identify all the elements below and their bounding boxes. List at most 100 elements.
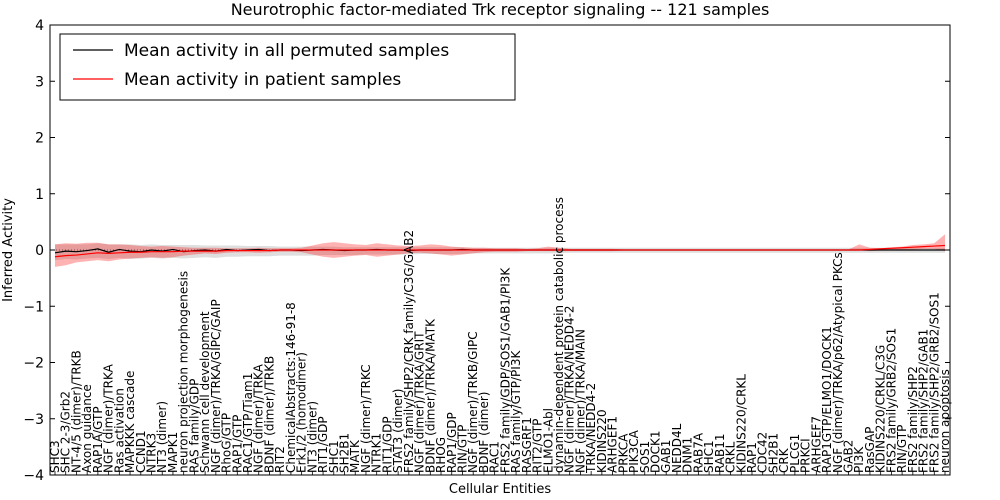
x-tick-label: NGF (dimer)/TRKC <box>359 364 373 473</box>
x-tick-label: CRKL <box>724 441 738 473</box>
y-axis-label: Inferred Activity <box>1 198 16 302</box>
x-tick-label: NTRK1 <box>370 433 384 473</box>
x-tick-label: KIDINS220/CRKL/C3G <box>874 345 888 473</box>
x-tick-label: PLCG1 <box>788 434 802 473</box>
x-tick-label: RAC1/GTP/Tiam1 <box>241 373 255 473</box>
x-tick-label: BDNF (dimer)/TRKB <box>262 356 276 473</box>
x-tick-label: SH2B1 <box>766 433 780 473</box>
x-tick-label: RHOG <box>434 437 448 473</box>
x-tick-label: NT3 (dimer) <box>155 401 169 473</box>
legend-box <box>59 33 516 101</box>
y-tick-label: −3 <box>23 412 44 428</box>
x-tick-label: SHC 2-3/Grb2 <box>59 391 73 473</box>
x-tick-label: NGF (dimer)/TRKA/p62/Atypical PKCs <box>831 252 845 473</box>
x-tick-label: RIT2 <box>273 446 287 473</box>
plot-area <box>49 24 951 476</box>
x-tick-label: dynamin-dependent protein catabolic proc… <box>552 197 566 473</box>
y-tick-label: −2 <box>23 356 44 372</box>
x-tick-label: NGF (dimer)/TRKA/GIPC/GAIP <box>209 299 223 473</box>
x-tick-label: NGF (dimer)/TRKA/MAIN <box>573 329 587 473</box>
x-tick-label: PI3K <box>852 446 866 473</box>
y-tick-label: −1 <box>23 299 44 315</box>
x-tick-label: RAP1A/GTP <box>91 406 105 473</box>
legend: Mean activity in all permuted samples Me… <box>59 33 516 101</box>
x-tick-label: NEDD4L <box>670 423 684 473</box>
x-tick-label: RAS family/GTP/PI3K <box>509 350 523 473</box>
x-tick-label: RAP1 <box>745 442 759 473</box>
x-tick-label: RAS family/GDP <box>187 379 201 473</box>
x-tick-label: RIT1/GDP <box>316 416 330 473</box>
x-tick-label: FRS2 family/SHP2/CRK family/C3G/GAB2 <box>402 230 416 473</box>
x-tick-label: STAT3 (dimer) <box>391 389 405 473</box>
x-tick-label: GAB1 <box>659 440 673 473</box>
x-tick-label: RasGAP <box>863 427 877 473</box>
x-tick-label: NTRK3 <box>145 433 159 473</box>
x-tick-label: BDNF (dimer) <box>477 392 491 474</box>
x-tick-label: FRS2 family/SHP2 <box>906 366 920 473</box>
series-line-patient <box>54 244 946 258</box>
x-tick-label: FRS2 family/GRB2/SOS1 <box>884 328 898 473</box>
x-tick-label: NT-4/5 (dimer)/TRKB <box>69 350 83 473</box>
legend-label-permuted: Mean activity in all permuted samples <box>124 41 449 61</box>
x-tick-label: PRKCI <box>799 438 813 473</box>
x-tick-label: Axon guidance <box>80 384 94 473</box>
x-tick-label: neuron projection morphogenesis <box>177 271 191 473</box>
x-tick-label: FRS2 family/SHP2/GRB2/SOS1 <box>927 292 941 473</box>
y-tick-label: 3 <box>35 74 44 90</box>
x-tick-label: NGF (dimer)/TRKA <box>252 363 266 473</box>
x-tick-label: ARHGEF1 <box>606 416 620 473</box>
x-tick-label: NGF (dimer)/TRKA/GRIT <box>413 331 427 473</box>
x-tick-label: MAPK1 <box>166 432 180 473</box>
y-tick-label: 0 <box>35 243 44 259</box>
x-tick-label: SHC1 <box>702 440 716 473</box>
chart-title: Neurotrophic factor-mediated Trk recepto… <box>231 0 770 19</box>
x-tick-label: FRS2 family/GDP/SOS1/GAB1/PI3K <box>498 267 512 473</box>
x-axis-label: Cellular Entities <box>449 482 551 497</box>
x-tick-label: RAP1GTP/ELMO1/DOCK1 <box>820 326 834 473</box>
x-tick-label: TRKA/NEDD4-2 <box>584 383 598 474</box>
x-tick-label: MATK <box>348 439 362 473</box>
x-tick-label: neuron apoptosis <box>938 369 952 473</box>
x-tick-label: Erk1/2 (homodimer) <box>295 352 309 473</box>
x-tick-label: Ras activation <box>112 388 126 473</box>
x-tick-label: RAB11 <box>713 433 727 473</box>
x-tick-label: RASGRF1 <box>520 417 534 473</box>
x-tick-label: ARHGEF7 <box>809 416 823 473</box>
x-tick-label: CCND1 <box>134 430 148 473</box>
x-tick-label: NGF (dimer)/TRKB/GIPC <box>466 331 480 473</box>
x-tick-label: CRK <box>777 447 791 473</box>
x-tick-label: SHC1 <box>327 440 341 473</box>
x-tick-label: RhoG/GTP <box>220 413 234 473</box>
x-tick-label: RAC1 <box>488 441 502 473</box>
x-tick-label: PRKCA <box>616 433 630 473</box>
x-tick-label: NGF (dimer)/TRKA/NEDD4-2 <box>563 305 577 473</box>
x-tick-label: RIT1/GDP <box>380 416 394 473</box>
x-tick-label: RIN/GTP <box>455 425 469 473</box>
x-tick-label: NGF (dimer)/TRKA <box>102 363 116 473</box>
x-tick-label: CDC42 <box>756 432 770 473</box>
y-tick-label: 2 <box>35 131 44 147</box>
x-tick-label: SOS1 <box>638 441 652 473</box>
y-axis: −4 −3 −2 −1 0 1 2 3 4 <box>23 18 950 484</box>
x-tick-label: SHC3 <box>48 440 62 473</box>
x-tick-label: SH2B1 <box>338 433 352 473</box>
x-tick-label: ELMO1-Abl <box>541 408 555 473</box>
x-tick-label: MAPKKK cascade <box>123 371 137 473</box>
x-tick-label: KIDINS220 <box>595 409 609 473</box>
y-tick-label: −4 <box>23 468 44 484</box>
x-tick-label: KIDINS220/CRKL <box>734 374 748 473</box>
x-tick-label: RAP1/GTP <box>230 415 244 473</box>
x-tick-label: BDNF (dimer)/TRKA/MATK <box>423 318 437 473</box>
x-tick-label: NT3 (dimer) <box>305 401 319 473</box>
band-permuted <box>55 243 945 261</box>
x-tick-label: FRS2 family/SHP2/GAB1 <box>917 329 931 473</box>
y-tick-label: 4 <box>35 18 44 34</box>
x-tick-label: Schwann cell development <box>198 311 212 473</box>
x-tick-label: PIK3CA <box>627 429 641 473</box>
x-tick-label: ChemicalAbstracts:146-91-8 <box>284 302 298 473</box>
x-tick-label: RAB7A <box>691 432 705 473</box>
legend-label-patient: Mean activity in patient samples <box>124 70 401 90</box>
x-tick-label: DOCK1 <box>648 430 662 473</box>
